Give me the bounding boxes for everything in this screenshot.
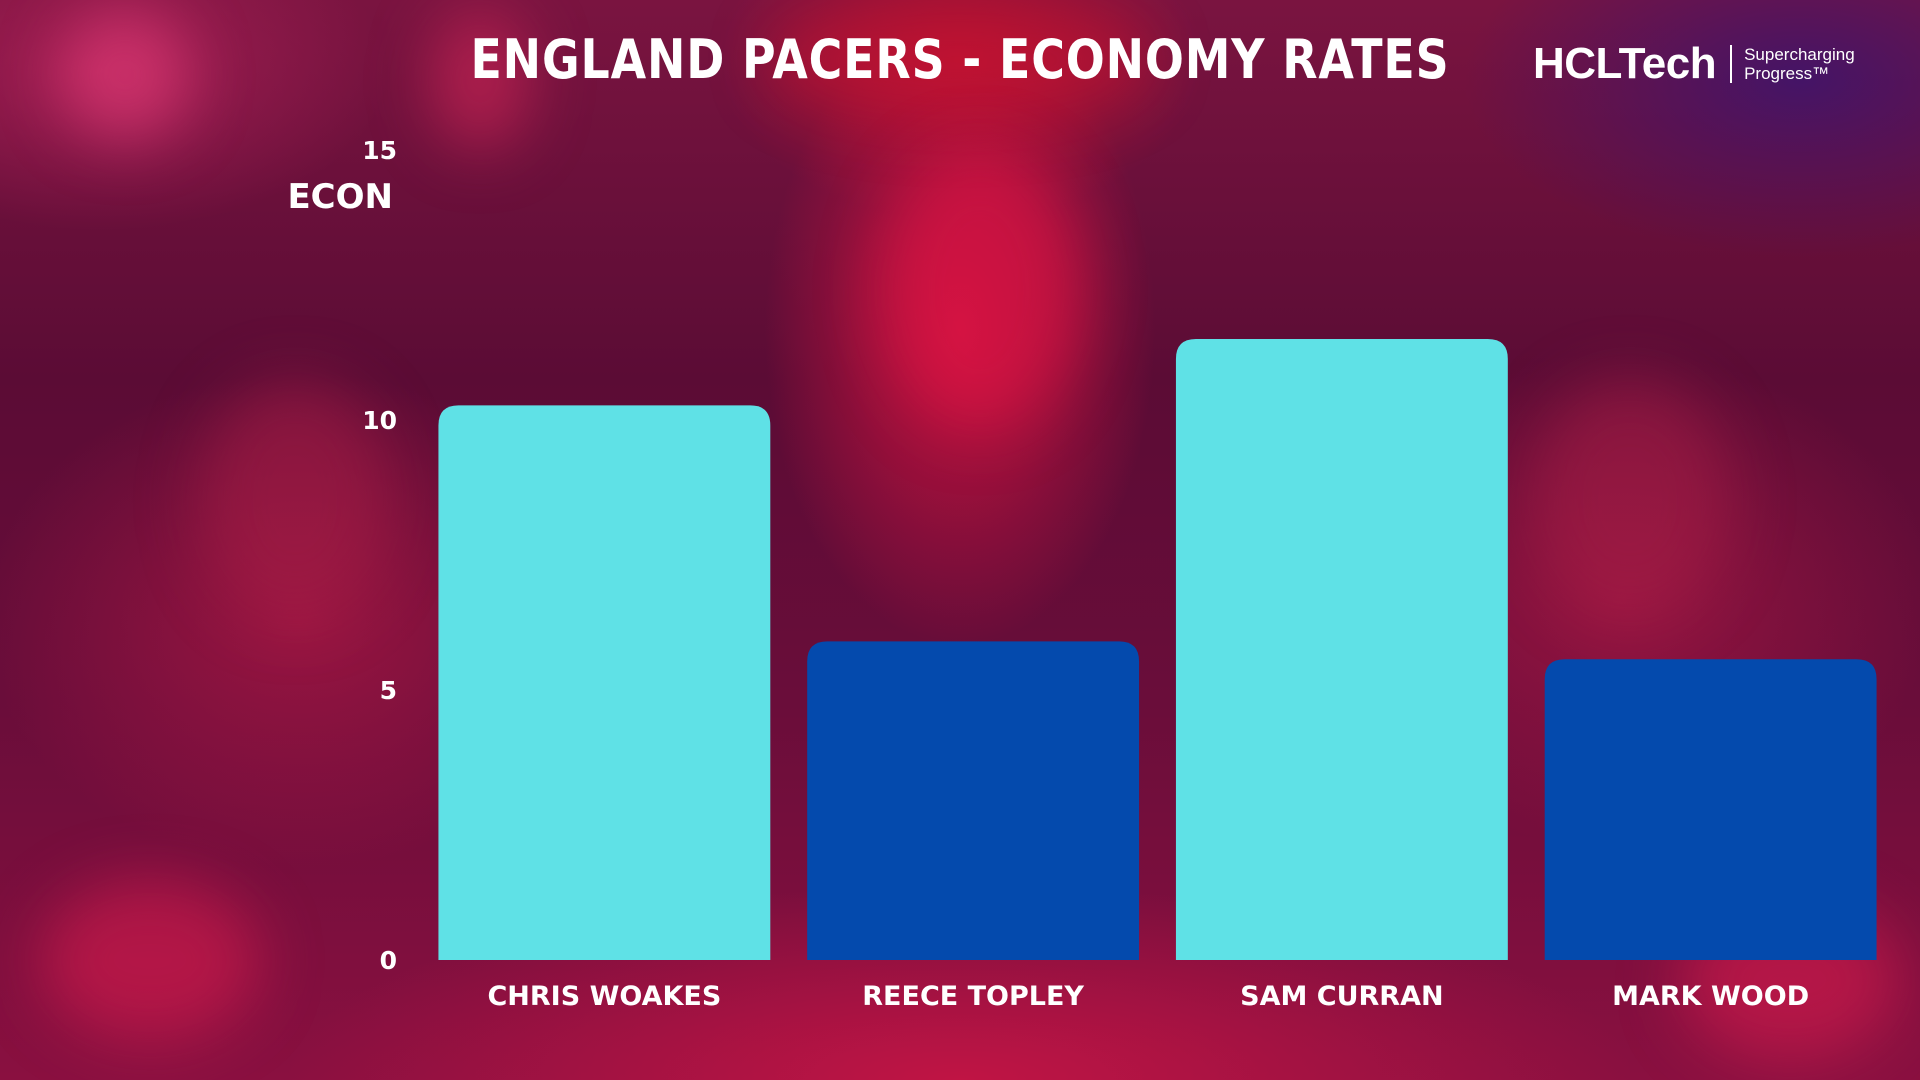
x-category-label: SAM CURRAN xyxy=(1240,981,1443,1012)
bar-chris-woakes xyxy=(438,405,771,960)
x-category-label: CHRIS WOAKES xyxy=(487,981,721,1012)
y-tick-label: 10 xyxy=(362,406,397,435)
hcltech-logo: HCLTech Supercharging Progress™ xyxy=(1533,39,1855,88)
bar-reece-topley xyxy=(807,641,1140,960)
brand-name: HCLTech xyxy=(1533,39,1717,88)
brand-tagline: Supercharging Progress™ xyxy=(1744,45,1855,83)
bar-mark-wood xyxy=(1544,659,1877,960)
y-tick-label: 15 xyxy=(362,136,397,165)
logo-divider xyxy=(1730,45,1733,83)
x-category-label: MARK WOOD xyxy=(1612,981,1809,1012)
brand-tagline-line2: Progress™ xyxy=(1744,64,1830,83)
bars xyxy=(438,339,1877,960)
y-tick-label: 0 xyxy=(380,946,397,975)
y-axis: 0 5 10 15 xyxy=(362,136,397,975)
x-category-label: REECE TOPLEY xyxy=(862,981,1084,1012)
x-axis-labels: CHRIS WOAKES REECE TOPLEY SAM CURRAN MARK W… xyxy=(487,981,1809,1012)
y-tick-label: 5 xyxy=(380,676,397,705)
brand-tagline-line1: Supercharging xyxy=(1744,45,1855,64)
y-axis-label: ECON xyxy=(287,177,393,217)
bar-sam-curran xyxy=(1175,339,1508,960)
chart-title: ENGLAND PACERS - ECONOMY RATES xyxy=(470,28,1450,91)
